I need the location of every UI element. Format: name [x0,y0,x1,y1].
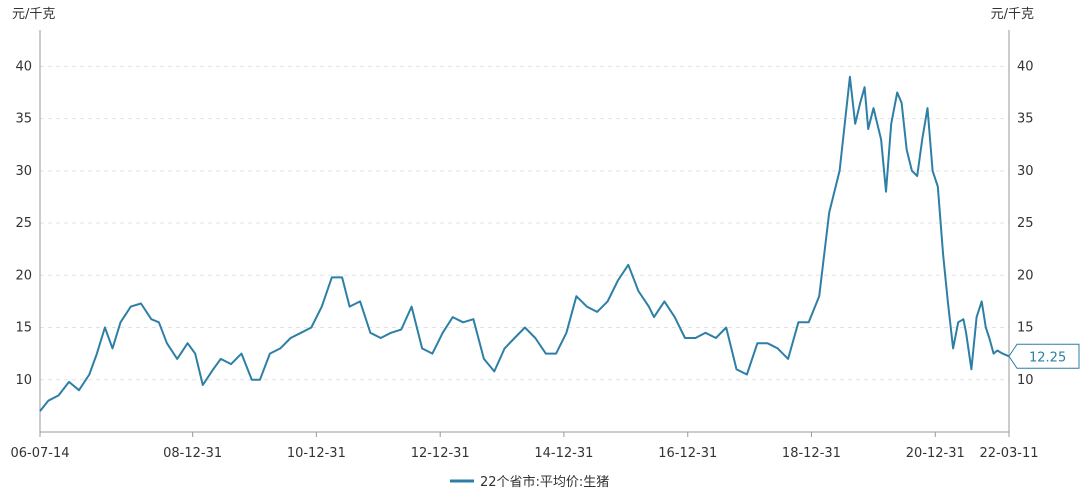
x-tick-label: 22-03-11 [979,446,1038,461]
x-tick-label: 08-12-31 [163,446,222,461]
x-tick-labels: 06-07-14 08-12-31 10-12-31 12-12-31 14-12-31… [10,432,1039,461]
right-y-tick-label: 15 [1017,321,1034,336]
series-line-pig-price [39,75,1010,412]
left-y-tick-label: 25 [15,216,32,231]
x-tick-label: 20-12-31 [906,446,965,461]
left-y-tick-label: 10 [15,373,32,388]
right-y-tick-label: 35 [1017,112,1034,127]
right-y-tick-labels: 10 15 20 25 30 35 40 [1017,59,1034,387]
right-y-tick-label: 40 [1017,59,1034,74]
right-y-tick-label: 20 [1017,268,1034,283]
left-axis-unit: 元/千克 [12,7,55,22]
left-y-tick-label: 35 [15,112,32,127]
x-tick-label: 18-12-31 [782,446,841,461]
grid [40,65,1009,381]
last-value-box [1008,343,1080,369]
right-axis-unit: 元/千克 [991,7,1034,22]
left-y-tick-label: 15 [15,321,32,336]
right-y-tick-label: 25 [1017,216,1034,231]
x-tick-label: 12-12-31 [411,446,470,461]
x-tick-label: 06-07-14 [10,446,69,461]
x-tick-label: 10-12-31 [287,446,346,461]
left-y-tick-label: 20 [15,268,32,283]
last-value-callout: 12.25 [1008,343,1080,369]
right-y-tick-label: 10 [1017,373,1034,388]
left-y-tick-label: 30 [15,164,32,179]
x-tick-label: 14-12-31 [534,446,593,461]
right-y-tick-label: 30 [1017,164,1034,179]
legend-label: 22个省市:平均价:生猪 [480,474,609,490]
axes [39,30,1010,433]
left-y-tick-label: 40 [15,59,32,74]
last-value-label: 12.25 [1029,350,1066,365]
left-y-tick-labels: 10 15 20 25 30 35 40 [15,59,32,387]
legend[interactable]: 22个省市:平均价:生猪 [450,474,609,490]
x-tick-label: 16-12-31 [658,446,717,461]
